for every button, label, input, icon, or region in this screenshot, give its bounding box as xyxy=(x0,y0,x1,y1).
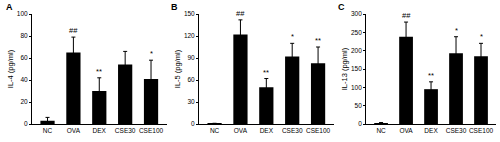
svg-text:**: ** xyxy=(96,67,102,76)
svg-text:200: 200 xyxy=(351,47,362,54)
svg-text:100: 100 xyxy=(17,10,28,17)
svg-text:DEX: DEX xyxy=(260,127,274,134)
svg-text:DEX: DEX xyxy=(93,127,107,134)
svg-text:CSE30: CSE30 xyxy=(282,127,303,134)
svg-text:CSE30: CSE30 xyxy=(115,127,136,134)
svg-text:DEX: DEX xyxy=(424,127,438,134)
svg-text:30: 30 xyxy=(188,98,196,105)
svg-text:0: 0 xyxy=(191,120,195,127)
svg-text:60: 60 xyxy=(188,76,196,83)
svg-text:50: 50 xyxy=(355,102,363,109)
svg-text:IL-13 (pg/ml): IL-13 (pg/ml) xyxy=(340,47,349,90)
svg-text:IL-5 (pg/ml): IL-5 (pg/ml) xyxy=(173,49,182,88)
svg-text:C: C xyxy=(338,2,345,12)
svg-text:##: ## xyxy=(236,9,245,18)
svg-text:150: 150 xyxy=(184,10,195,17)
svg-text:*: * xyxy=(480,32,483,41)
svg-text:CSE100: CSE100 xyxy=(469,127,494,134)
svg-text:CSE100: CSE100 xyxy=(306,127,331,134)
svg-text:**: ** xyxy=(428,71,434,80)
svg-text:B: B xyxy=(171,2,178,12)
svg-text:##: ## xyxy=(69,26,78,35)
svg-text:250: 250 xyxy=(351,29,362,36)
svg-text:60: 60 xyxy=(20,54,28,61)
svg-text:*: * xyxy=(291,32,294,41)
svg-text:NC: NC xyxy=(376,127,386,134)
svg-text:CSE100: CSE100 xyxy=(139,127,164,134)
svg-text:OVA: OVA xyxy=(399,127,413,134)
svg-text:**: ** xyxy=(315,36,321,45)
svg-text:NC: NC xyxy=(210,127,220,134)
svg-text:A: A xyxy=(6,2,13,12)
svg-text:100: 100 xyxy=(351,84,362,91)
svg-text:150: 150 xyxy=(351,65,362,72)
svg-text:120: 120 xyxy=(184,32,195,39)
svg-text:90: 90 xyxy=(188,54,196,61)
svg-text:80: 80 xyxy=(20,32,28,39)
svg-text:**: ** xyxy=(263,68,269,77)
svg-text:300: 300 xyxy=(351,10,362,17)
svg-text:*: * xyxy=(455,26,458,35)
svg-text:*: * xyxy=(150,49,153,58)
svg-text:40: 40 xyxy=(20,76,28,83)
svg-text:0: 0 xyxy=(358,120,362,127)
svg-text:20: 20 xyxy=(20,98,28,105)
svg-text:##: ## xyxy=(402,11,411,20)
svg-text:OVA: OVA xyxy=(234,127,248,134)
svg-text:NC: NC xyxy=(43,127,53,134)
svg-text:OVA: OVA xyxy=(67,127,81,134)
svg-text:0: 0 xyxy=(24,120,28,127)
svg-text:CSE30: CSE30 xyxy=(446,127,467,134)
svg-text:IL-4 (pg/ml): IL-4 (pg/ml) xyxy=(6,49,15,88)
